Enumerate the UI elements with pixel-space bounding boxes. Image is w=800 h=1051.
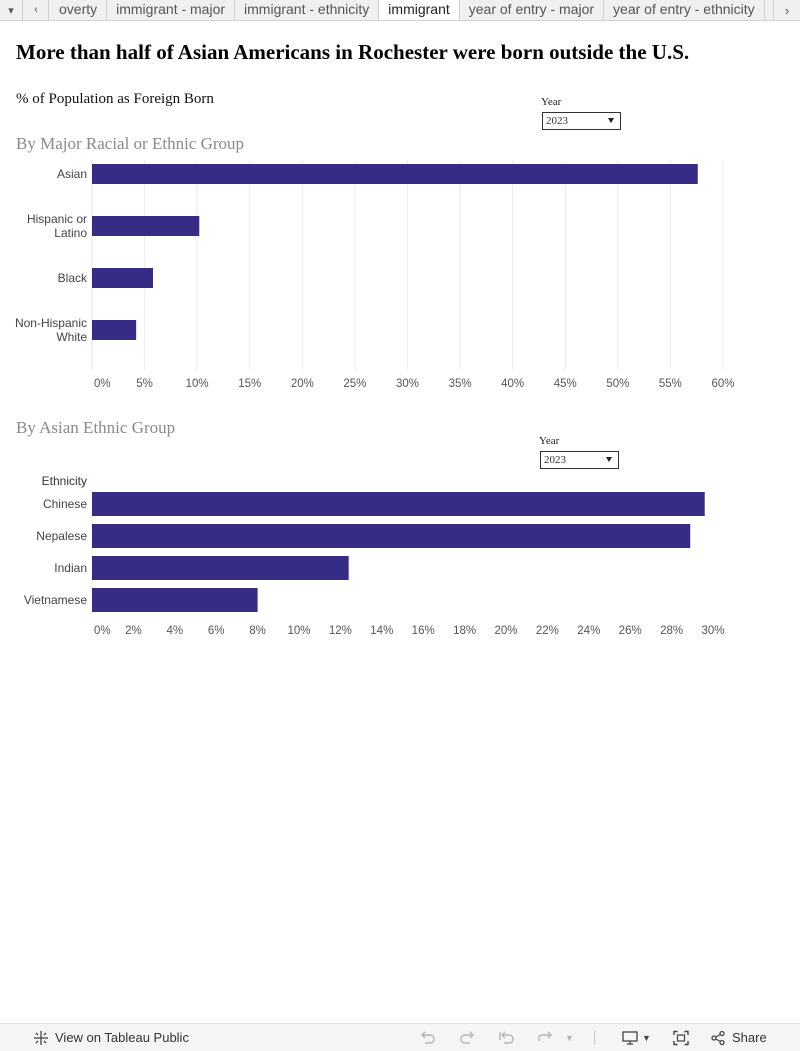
bar-vietnamese[interactable] bbox=[92, 588, 258, 612]
year-filter-value: 2023 bbox=[546, 115, 568, 127]
year-filter-label: Year bbox=[541, 96, 562, 108]
x-tick-label: 22% bbox=[536, 625, 559, 637]
presentation-download-icon bbox=[622, 1030, 638, 1045]
bar-non-hispanic-white[interactable] bbox=[92, 320, 137, 340]
x-tick-label: 20% bbox=[494, 625, 517, 637]
x-tick-label: 60% bbox=[711, 378, 734, 390]
x-tick-label: 35% bbox=[449, 378, 472, 390]
x-tick-label: 2% bbox=[125, 625, 142, 637]
undo-button[interactable] bbox=[419, 1024, 437, 1051]
dropdown-arrow-icon bbox=[608, 118, 614, 123]
sheet-tabs: overty immigrant - major immigrant - ethni… bbox=[50, 0, 799, 20]
undo-icon bbox=[421, 1031, 435, 1044]
tableau-toolbar: View on Tableau Public ▼ bbox=[0, 1023, 800, 1051]
refresh-options-chevron-icon[interactable]: ▼ bbox=[565, 1032, 574, 1043]
category-label: Indian bbox=[54, 561, 87, 575]
x-tick-label: 5% bbox=[136, 378, 153, 390]
tableau-logo-icon bbox=[34, 1030, 48, 1045]
view-on-tableau-public-link[interactable]: View on Tableau Public bbox=[33, 1024, 189, 1051]
tab-scroll-left-icon[interactable]: ‹ bbox=[24, 0, 49, 20]
revert-button[interactable] bbox=[498, 1024, 516, 1051]
bar-nepalese[interactable] bbox=[92, 524, 691, 548]
redo-icon bbox=[460, 1031, 474, 1044]
x-tick-label: 50% bbox=[606, 378, 629, 390]
x-tick-label: 30% bbox=[396, 378, 419, 390]
x-tick-label: 4% bbox=[166, 625, 183, 637]
tab-list-dropdown-icon[interactable]: ▾ bbox=[0, 0, 23, 20]
tab-scroll-right-icon[interactable]: › bbox=[773, 0, 800, 20]
bar-indian[interactable] bbox=[92, 556, 349, 580]
x-tick-label: 40% bbox=[501, 378, 524, 390]
sheet-tab-bar: ▾ ‹ overty immigrant - major immigrant - e… bbox=[0, 0, 800, 21]
x-tick-label: 12% bbox=[329, 625, 352, 637]
category-label: Chinese bbox=[43, 497, 87, 511]
x-tick-label: 15% bbox=[238, 378, 261, 390]
category-label: Latino bbox=[54, 226, 87, 240]
share-label: Share bbox=[732, 1030, 767, 1045]
category-label: Nepalese bbox=[36, 529, 87, 543]
x-tick-label: 55% bbox=[659, 378, 682, 390]
category-label: Asian bbox=[57, 167, 87, 181]
tab-overty[interactable]: overty bbox=[50, 0, 108, 20]
refresh-icon bbox=[538, 1031, 552, 1041]
section-title-major: By Major Racial or Ethnic Group bbox=[16, 134, 245, 153]
x-tick-label: 26% bbox=[619, 625, 642, 637]
bar-hispanic-or-latino[interactable] bbox=[92, 216, 200, 236]
bar-asian[interactable] bbox=[92, 164, 698, 184]
view-on-tableau-public-label: View on Tableau Public bbox=[55, 1030, 189, 1045]
category-label: Hispanic or bbox=[27, 212, 87, 226]
revert-icon bbox=[499, 1031, 514, 1044]
download-button[interactable]: ▼ bbox=[621, 1024, 651, 1051]
year-filter-dropdown[interactable]: 2023 bbox=[542, 112, 621, 130]
share-button[interactable]: Share bbox=[710, 1024, 767, 1051]
x-tick-label: 10% bbox=[287, 625, 310, 637]
x-tick-label: 20% bbox=[291, 378, 314, 390]
tab-immigrant[interactable]: immigrant bbox=[379, 0, 460, 20]
redo-button[interactable] bbox=[458, 1024, 476, 1051]
x-tick-label: 8% bbox=[249, 625, 266, 637]
x-tick-label: 0% bbox=[94, 625, 111, 637]
download-chevron-icon: ▼ bbox=[642, 1032, 651, 1043]
x-tick-label: 16% bbox=[412, 625, 435, 637]
page-title: More than half of Asian Americans in Roc… bbox=[16, 40, 690, 64]
year-filter-label-2: Year bbox=[539, 435, 560, 447]
category-label: Non-Hispanic bbox=[15, 316, 87, 330]
x-tick-label: 24% bbox=[577, 625, 600, 637]
tab-year-of-entry-ethnicity[interactable]: year of entry - ethnicity bbox=[604, 0, 765, 20]
dropdown-arrow-icon bbox=[606, 457, 612, 462]
x-tick-label: 6% bbox=[208, 625, 225, 637]
x-tick-label: 14% bbox=[370, 625, 393, 637]
category-label: Vietnamese bbox=[24, 593, 87, 607]
tab-year-of-entry-major[interactable]: year of entry - major bbox=[460, 0, 605, 20]
section-title-asian: By Asian Ethnic Group bbox=[16, 418, 176, 437]
page-subtitle: % of Population as Foreign Born bbox=[16, 91, 214, 107]
tab-immigrant-major[interactable]: immigrant - major bbox=[107, 0, 236, 20]
bar-black[interactable] bbox=[92, 268, 153, 288]
share-icon bbox=[711, 1030, 725, 1045]
tab-immigrant-ethnicity[interactable]: immigrant - ethnicity bbox=[235, 0, 380, 20]
chart-foreign-born-asian-groups: Ethnicity Chinese Nepalese Indian Vietnames… bbox=[24, 474, 725, 637]
x-tick-label: 0% bbox=[94, 378, 111, 390]
category-label: Black bbox=[58, 271, 88, 285]
year-filter-value-2: 2023 bbox=[544, 454, 566, 466]
toolbar-divider bbox=[594, 1024, 595, 1051]
x-tick-label: 10% bbox=[186, 378, 209, 390]
ethnicity-column-header: Ethnicity bbox=[42, 474, 87, 488]
fullscreen-button[interactable] bbox=[672, 1024, 690, 1051]
refresh-button[interactable] bbox=[536, 1024, 554, 1051]
category-label: White bbox=[56, 330, 87, 344]
fullscreen-icon bbox=[673, 1030, 689, 1045]
x-tick-label: 28% bbox=[660, 625, 683, 637]
x-tick-label: 45% bbox=[554, 378, 577, 390]
year-filter-dropdown-2[interactable]: 2023 bbox=[540, 451, 619, 469]
x-tick-label: 25% bbox=[343, 378, 366, 390]
bar-chinese[interactable] bbox=[92, 492, 705, 516]
x-tick-label: 30% bbox=[701, 625, 724, 637]
x-tick-label: 18% bbox=[453, 625, 476, 637]
